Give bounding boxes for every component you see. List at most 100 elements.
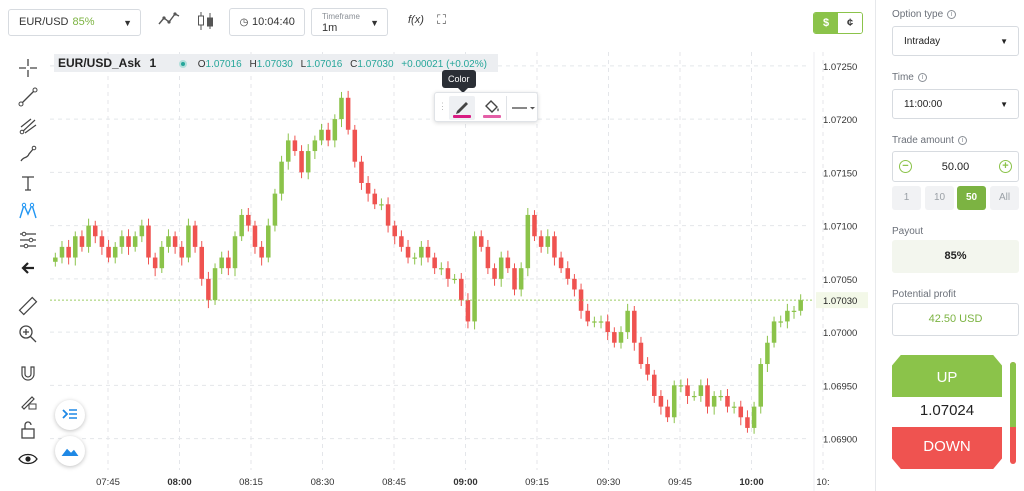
asset-selector[interactable]: EUR/USD 85% ▼ (8, 9, 141, 36)
legend-high: 1.07030 (256, 59, 293, 70)
paint-bucket-icon (485, 100, 499, 113)
candle-body (279, 161, 284, 194)
candle-body (139, 225, 145, 237)
candle-body (186, 225, 191, 258)
down-button[interactable]: DOWN (892, 427, 1002, 469)
indicator-line-icon[interactable] (157, 10, 183, 36)
plus-icon[interactable]: + (999, 160, 1012, 173)
up-button[interactable]: UP (892, 355, 1002, 397)
y-tick-label: 1.07150 (823, 168, 857, 179)
candle-body (478, 236, 484, 247)
candle-body (485, 246, 491, 269)
trade-panel: Option type i Intraday ▼ Time i 11:00:00 ▼ T… (875, 0, 1024, 491)
x-tick-label: 07:45 (96, 477, 120, 488)
info-icon[interactable]: i (917, 73, 927, 82)
trend-line-icon[interactable] (16, 85, 40, 109)
candle-body (731, 406, 737, 408)
candle-body (226, 257, 231, 269)
chevron-down-icon: ▼ (1000, 100, 1008, 109)
info-icon[interactable]: i (947, 10, 957, 19)
timeframe-selector[interactable]: Timeframe 1m ▼ (311, 8, 388, 36)
fullscreen-icon[interactable]: ⛶ (437, 12, 447, 27)
text-tool-icon[interactable] (16, 171, 40, 195)
crosshair-icon[interactable] (16, 56, 40, 80)
x-tick-label: 09:45 (668, 477, 692, 488)
amount-chip-10[interactable]: 10 (925, 186, 954, 210)
price-chart[interactable]: 1.07250 1.07200 1.07150 1.07100 1.07050 1.070… (50, 52, 870, 491)
pitchfork-icon[interactable] (16, 114, 40, 138)
mountain-icon (60, 447, 80, 457)
candle-body (392, 225, 397, 237)
candlestick-type-icon[interactable] (195, 10, 221, 36)
x-tick-label: 08:15 (239, 477, 263, 488)
candle-body (219, 257, 224, 269)
info-icon[interactable]: i (957, 136, 967, 145)
legend-interval: 1 (149, 56, 157, 70)
line-style-icon (512, 107, 535, 110)
candle-body (159, 246, 165, 269)
candle-body (518, 268, 524, 290)
legend-l-label: L (300, 59, 307, 70)
legend-o-label: O (197, 59, 206, 70)
minus-icon[interactable]: − (899, 160, 912, 173)
potential-profit-label: Potential profit (892, 289, 956, 300)
trade-amount-label: Trade amount i (892, 135, 967, 146)
currency-toggle[interactable]: $ ¢ (813, 12, 863, 34)
eye-icon[interactable] (16, 447, 40, 471)
amount-chip-1[interactable]: 1 (892, 186, 921, 210)
candle-body (585, 310, 590, 322)
candle-body (445, 268, 451, 279)
legend-symbol: EUR/USD_Ask (58, 56, 141, 70)
indent-icon (62, 409, 77, 419)
option-type-select[interactable]: Intraday ▼ (892, 26, 1019, 56)
candle-body (612, 332, 617, 343)
area-chart-toggle[interactable] (55, 436, 85, 466)
y-tick-label: 1.06950 (823, 381, 857, 392)
pattern-tool-icon[interactable] (16, 199, 40, 223)
candle-body (725, 395, 730, 407)
amount-chip-all[interactable]: All (990, 186, 1019, 210)
candle-body (618, 332, 624, 343)
brush-icon[interactable] (16, 142, 40, 166)
candle-body (758, 364, 764, 407)
candle-body (66, 246, 71, 258)
ruler-icon[interactable] (16, 294, 40, 318)
unlock-icon[interactable] (16, 418, 40, 442)
candle-body (671, 385, 677, 418)
currency-cent-button[interactable]: ¢ (838, 13, 862, 33)
candle-body (92, 225, 98, 237)
candle-body (778, 321, 783, 323)
currency-dollar-button[interactable]: $ (814, 13, 838, 33)
expiry-time-select[interactable]: 11:00:00 ▼ (892, 89, 1019, 119)
candle-body (645, 364, 650, 375)
magnet-icon[interactable] (16, 361, 40, 385)
zoom-in-icon[interactable] (16, 322, 40, 346)
function-icon[interactable]: f(x) (408, 14, 424, 26)
candle-body (771, 321, 777, 343)
amount-chip-50[interactable]: 50 (957, 186, 986, 210)
line-style-button[interactable] (509, 96, 537, 120)
candle-body (86, 225, 91, 247)
candle-body (385, 204, 391, 226)
indent-toggle-button[interactable] (55, 400, 85, 430)
x-tick-label: 09:15 (525, 477, 549, 488)
candle-body (106, 246, 111, 258)
candle-body (246, 214, 251, 226)
current-time: 10:04:40 (252, 16, 295, 28)
back-arrow-icon[interactable] (16, 256, 40, 280)
fill-color-button[interactable] (479, 96, 505, 120)
lock-drawing-icon[interactable] (16, 389, 40, 413)
chevron-down-icon: ▼ (123, 18, 132, 28)
drag-handle-icon[interactable]: ⋮⋮ (438, 101, 455, 111)
time-display[interactable]: ◷ 10:04:40 (229, 8, 305, 36)
candle-body (99, 236, 105, 247)
candle-body (459, 278, 464, 301)
candle-body (785, 310, 790, 322)
color-tooltip: Color (442, 70, 476, 93)
divider (506, 96, 507, 120)
trade-amount-value[interactable]: 50.00 (941, 161, 970, 173)
candle-body (432, 257, 437, 269)
trade-amount-stepper[interactable]: − 50.00 + (892, 151, 1019, 182)
fib-levels-icon[interactable] (16, 228, 40, 252)
line-color-button[interactable] (449, 96, 475, 120)
